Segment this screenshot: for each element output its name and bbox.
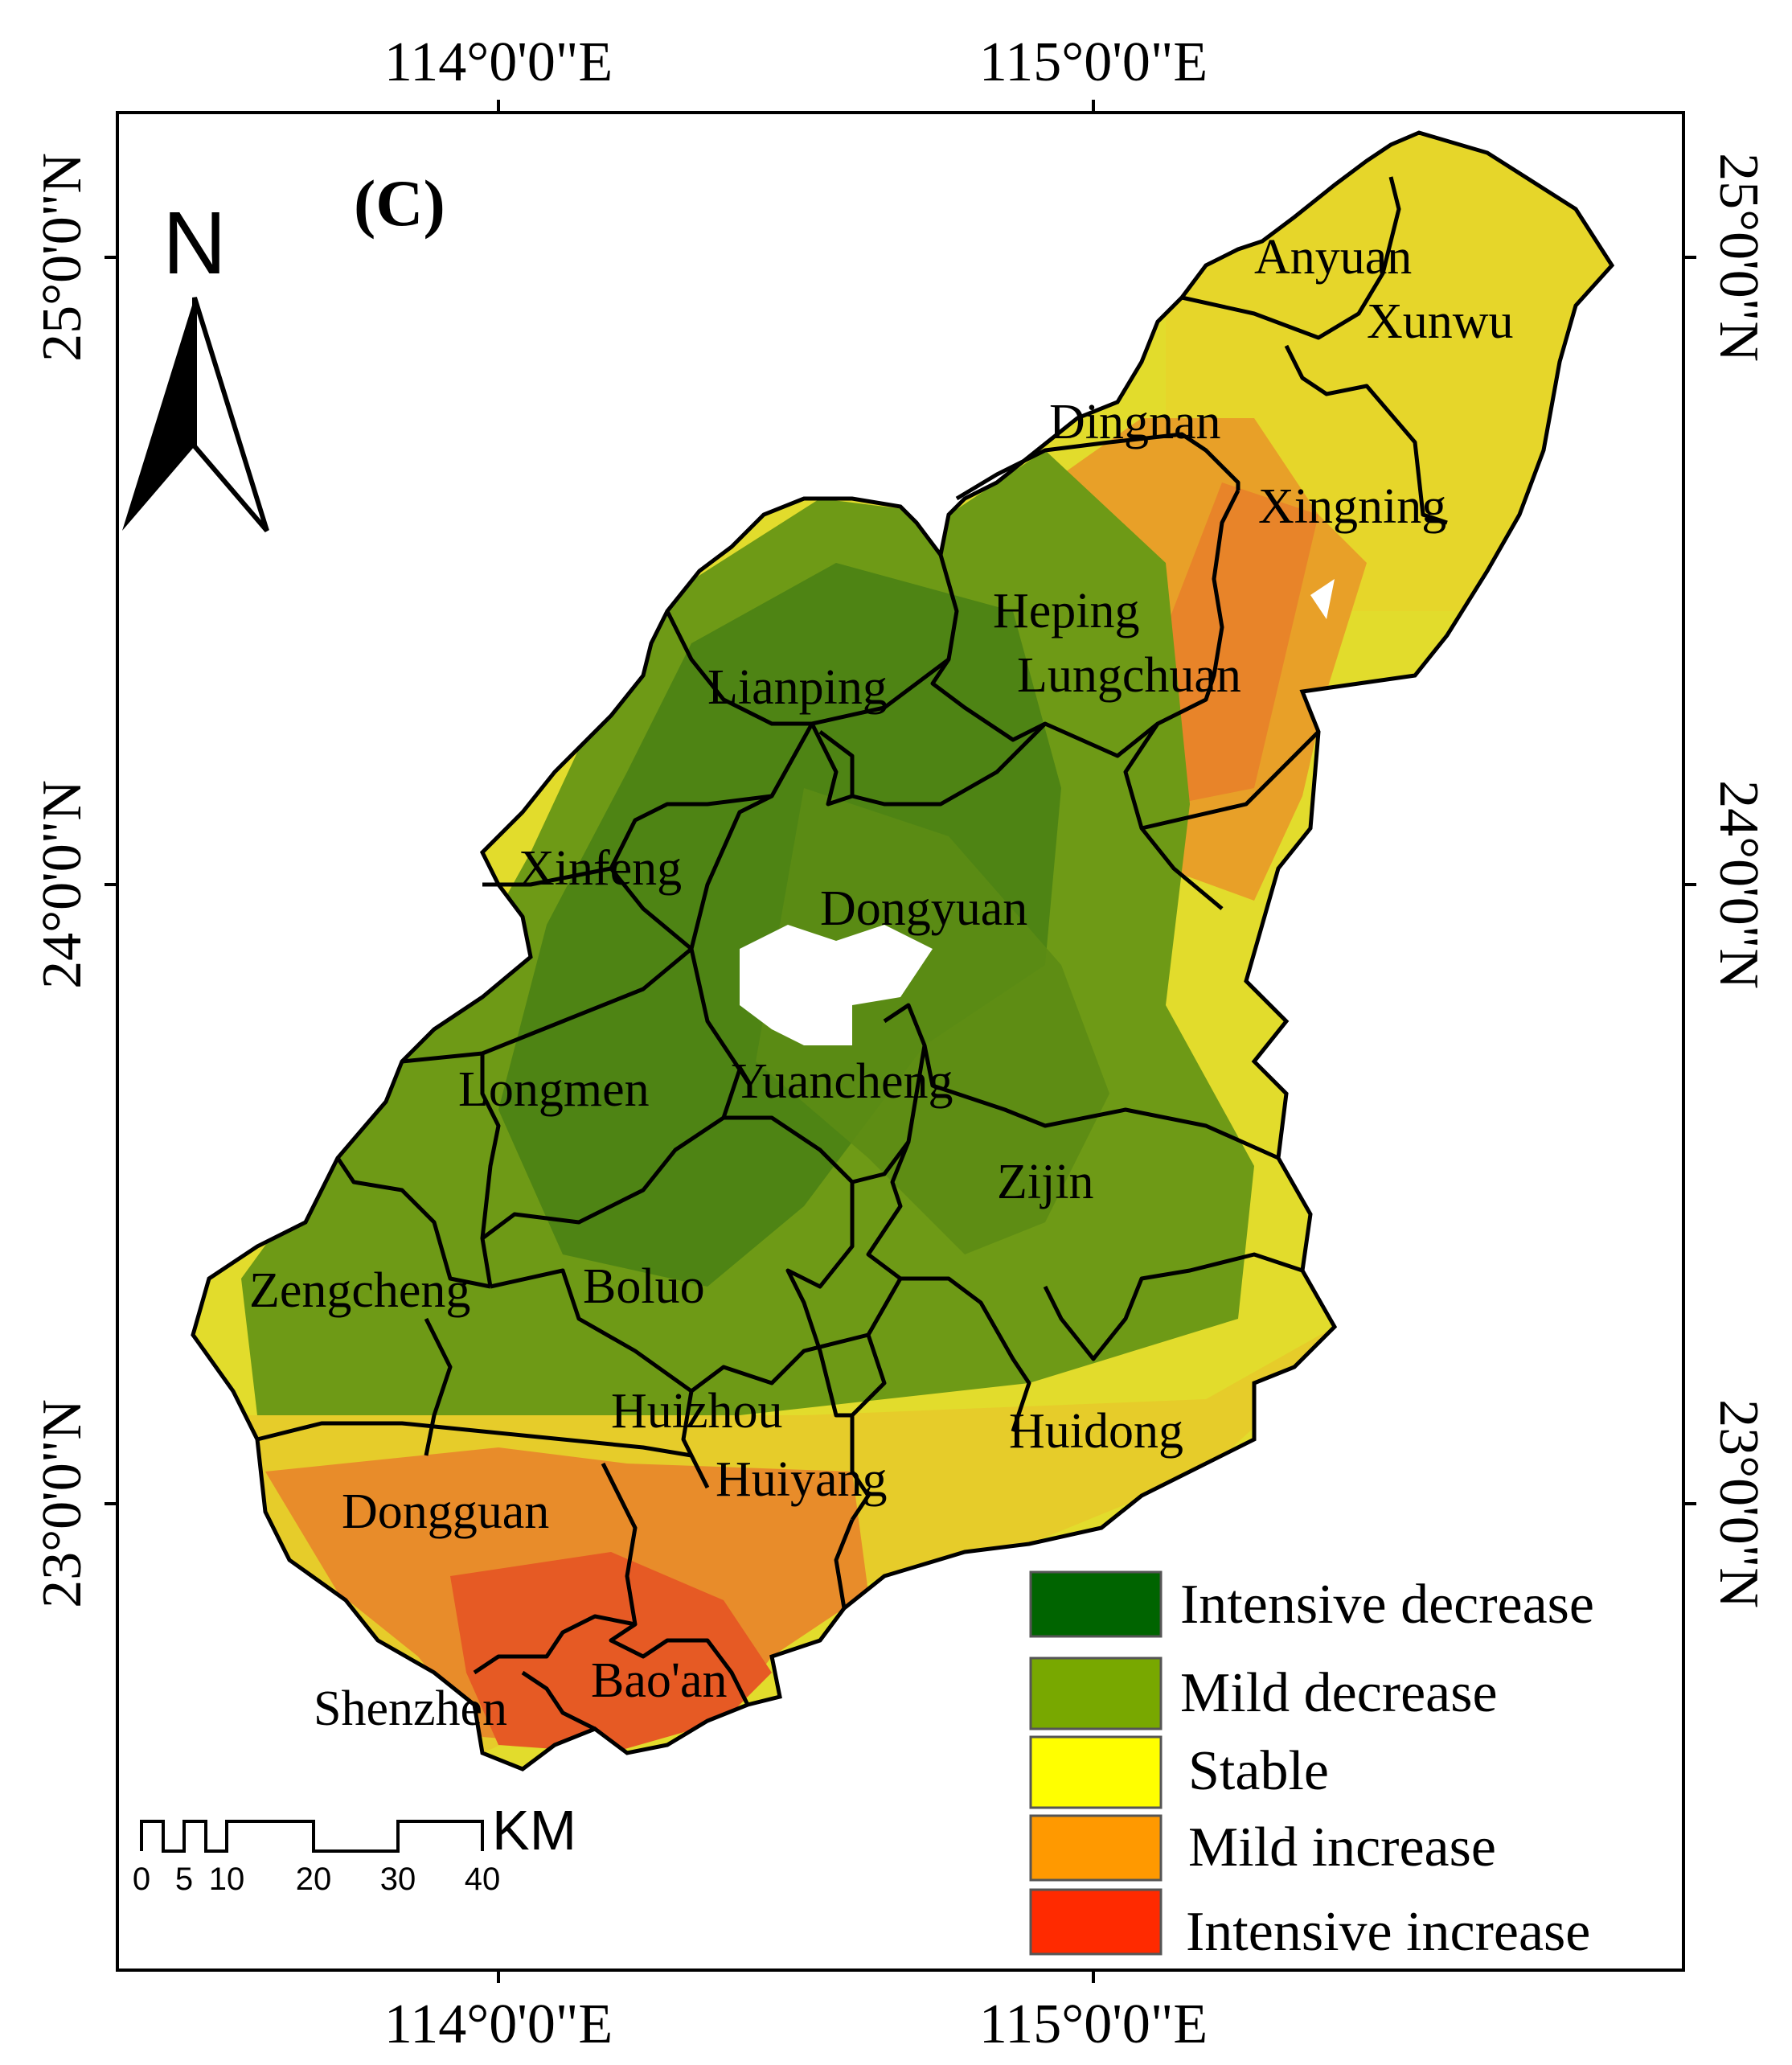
right-lat-label-24: 24°0'0"N xyxy=(1708,780,1769,989)
legend-label-mild-decrease: Mild decrease xyxy=(1180,1662,1498,1724)
county-label-dingnan: Dingnan xyxy=(1049,395,1221,450)
north-letter: N xyxy=(162,194,226,293)
right-lat-label-23: 23°0'0"N xyxy=(1708,1399,1769,1608)
scale-unit: KM xyxy=(492,1799,576,1862)
scale-tick-40: 40 xyxy=(465,1862,501,1897)
study-area-boundary xyxy=(191,130,1615,1771)
top-lon-label-114: 114°0'0"E xyxy=(384,31,613,93)
bottom-lon-label-114: 114°0'0"E xyxy=(384,1993,613,2055)
county-label-zijin: Zijin xyxy=(997,1155,1094,1209)
county-label-xingning: Xingning xyxy=(1258,479,1446,534)
county-label-baoan: Bao'an xyxy=(591,1653,728,1708)
legend-swatch-mild-increase xyxy=(1029,1814,1163,1882)
county-label-zengcheng: Zengcheng xyxy=(249,1263,470,1318)
county-label-lianping: Lianping xyxy=(707,660,888,715)
map-frame xyxy=(116,111,1685,1972)
county-boundaries xyxy=(256,176,1448,1731)
left-lat-label-24: 24°0'0"N xyxy=(31,780,93,989)
legend-swatch-intensive-increase xyxy=(1029,1888,1163,1956)
scale-tick-30: 30 xyxy=(380,1862,416,1897)
county-label-heping: Heping xyxy=(993,584,1140,638)
legend-label-intensive-decrease: Intensive decrease xyxy=(1180,1574,1594,1636)
scale-tick-5: 5 xyxy=(175,1862,193,1897)
county-labels: Anyuan Xunwu Dingnan Xingning Heping Lun… xyxy=(249,230,1514,1736)
scale-tick-10: 10 xyxy=(209,1862,245,1897)
county-label-dongyuan: Dongyuan xyxy=(820,881,1027,936)
county-label-yuancheng: Yuancheng xyxy=(732,1054,953,1109)
county-label-longmen: Longmen xyxy=(458,1062,650,1117)
county-label-boluo: Boluo xyxy=(583,1259,705,1314)
panel-label: (C) xyxy=(354,166,445,240)
county-label-xunwu: Xunwu xyxy=(1367,294,1514,349)
legend-swatch-intensive-decrease xyxy=(1029,1570,1163,1638)
county-label-huiyang: Huiyang xyxy=(716,1452,888,1507)
left-lat-label-25: 25°0'0"N xyxy=(31,153,93,362)
legend-label-intensive-increase: Intensive increase xyxy=(1186,1901,1590,1963)
bottom-lon-label-115: 115°0'0"E xyxy=(979,1993,1208,2055)
scale-tick-0: 0 xyxy=(133,1862,150,1897)
county-label-xinfeng: Xinfeng xyxy=(519,841,682,896)
legend-label-stable: Stable xyxy=(1188,1740,1329,1802)
county-label-shenzhen: Shenzhen xyxy=(314,1681,507,1736)
north-arrow-icon: N xyxy=(122,194,269,532)
reservoir-water xyxy=(740,579,1335,1045)
county-label-lungchuan: Lungchuan xyxy=(1017,648,1241,703)
legend-swatch-mild-decrease xyxy=(1029,1657,1163,1730)
right-lat-label-25: 25°0'0"N xyxy=(1708,153,1769,362)
left-lat-label-23: 23°0'0"N xyxy=(31,1399,93,1608)
scale-tick-20: 20 xyxy=(296,1862,332,1897)
legend-label-mild-increase: Mild increase xyxy=(1188,1817,1496,1878)
top-lon-label-115: 115°0'0"E xyxy=(979,31,1208,93)
county-label-huidong: Huidong xyxy=(1009,1404,1183,1459)
scale-bar: 0 5 10 20 30 40 KM xyxy=(133,1799,576,1897)
county-label-dongguan: Dongguan xyxy=(342,1484,549,1539)
county-label-huizhou: Huizhou xyxy=(611,1384,783,1439)
coordinate-ticks xyxy=(105,100,1696,1983)
legend: Intensive decrease Mild decrease Stable … xyxy=(1029,1570,1594,1963)
legend-swatch-stable xyxy=(1029,1735,1163,1809)
county-label-anyuan: Anyuan xyxy=(1254,230,1412,285)
